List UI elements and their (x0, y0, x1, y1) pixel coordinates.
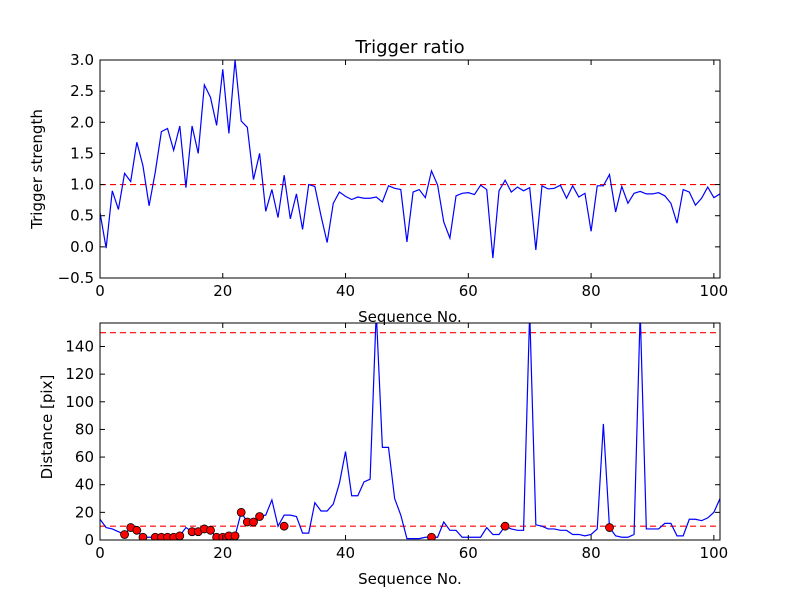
data-point (206, 525, 215, 535)
data-point (175, 531, 185, 540)
data-point (138, 532, 148, 540)
data-point (132, 525, 142, 535)
x-tick-label: 20 (213, 544, 232, 562)
x-tick-label: 40 (336, 544, 355, 562)
x-tick-label: 100 (700, 544, 729, 562)
x-tick-label: 80 (582, 544, 601, 562)
y-tick-label: 2.0 (70, 113, 94, 131)
x-tick-label: 0 (95, 282, 105, 300)
y-tick-label: 100 (65, 393, 94, 411)
distance-chart: Distance [pix] Sequence No. 0 20 40 60 80 100… (38, 322, 729, 588)
x-tick-label: 0 (95, 544, 105, 562)
x-tick-label: 40 (336, 282, 355, 300)
x-axis-label: Sequence No. (358, 570, 462, 588)
data-point (120, 530, 129, 539)
trigger-ratio-chart: Trigger ratio Trigger strength Sequence … (28, 37, 728, 326)
x-tick-label: 20 (213, 282, 232, 300)
plot-frame (99, 59, 721, 279)
y-tick-label: 0.0 (70, 238, 94, 256)
y-tick-label: 40 (75, 476, 94, 494)
y-axis-label-group: Trigger strength (28, 109, 46, 230)
y-axis-label: Trigger strength (28, 109, 46, 230)
y-tick-label: 80 (75, 420, 94, 438)
data-point (249, 517, 258, 527)
x-tick-label: 60 (459, 544, 478, 562)
y-tick-label: 2.5 (70, 82, 94, 100)
y-tick-label: 20 (75, 503, 94, 521)
y-tick-label: 0 (84, 531, 94, 549)
y-tick-label: −0.5 (58, 269, 94, 287)
x-tick-label: 100 (700, 282, 729, 300)
data-point (605, 523, 614, 532)
data-point (427, 532, 436, 540)
axis-ticks: 0 20 40 60 80 100 −0.5 0.0 0.5 1.0 1.5 2.0 2.5 3.0 (58, 51, 729, 300)
y-tick-label: 60 (75, 448, 94, 466)
y-axis-label: Distance [pix] (38, 375, 56, 480)
y-tick-label: 140 (65, 337, 94, 355)
y-tick-label: 120 (65, 365, 94, 383)
y-tick-label: 1.0 (70, 176, 94, 194)
x-tick-label: 60 (459, 282, 478, 300)
plot-clip (100, 323, 720, 540)
data-point (230, 531, 240, 540)
x-tick-label: 80 (582, 282, 601, 300)
y-axis-label-group: Distance [pix] (38, 375, 56, 480)
y-tick-label: 0.5 (70, 207, 94, 225)
data-point (500, 521, 510, 531)
y-tick-label: 3.0 (70, 51, 94, 69)
data-point (279, 521, 289, 531)
plot-area (100, 60, 720, 259)
x-axis-label: Sequence No. (358, 308, 462, 326)
y-tick-label: 1.5 (70, 144, 94, 162)
series-line (100, 60, 720, 259)
chart-title: Trigger ratio (354, 37, 464, 58)
data-point (255, 512, 265, 521)
plot-clip (100, 60, 720, 259)
plot-frame (99, 322, 721, 541)
plot-area (100, 323, 720, 540)
data-point (236, 507, 246, 517)
